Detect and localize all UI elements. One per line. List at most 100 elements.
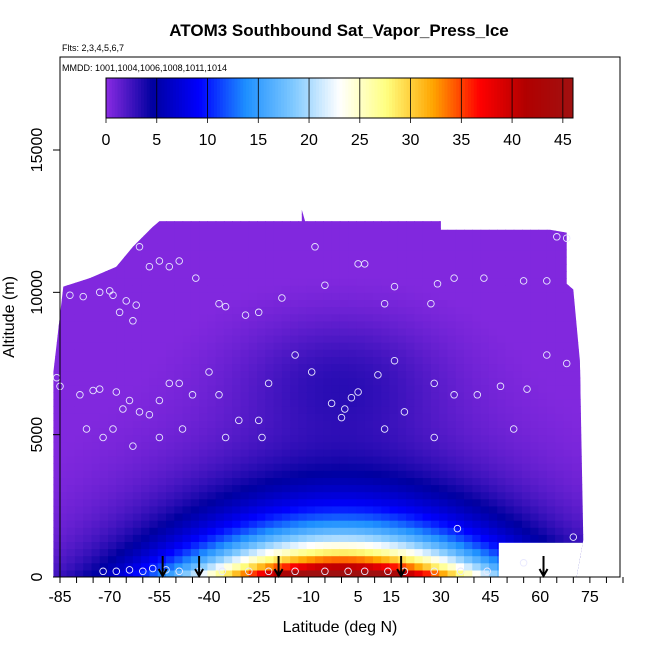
heatmap-cell (298, 370, 308, 379)
heatmap-cell (422, 249, 432, 258)
heatmap-cell (579, 392, 584, 400)
heatmap-cell (240, 470, 250, 478)
heatmap-cell (579, 278, 584, 286)
heatmap-cell (240, 448, 250, 457)
heatmap-cell (397, 278, 407, 286)
heatmap-cell (207, 399, 217, 407)
heatmap-cell (455, 498, 465, 507)
heatmap-cell (132, 256, 142, 265)
heatmap-cell (99, 228, 109, 236)
heatmap-cell (190, 235, 200, 244)
heatmap-cell (464, 513, 473, 521)
heatmap-cell (480, 441, 490, 450)
heatmap-cell (141, 434, 150, 443)
heatmap-cell (306, 562, 316, 571)
heatmap-cell (223, 370, 233, 379)
colorbar-segment (359, 78, 364, 118)
heatmap-cell (555, 406, 564, 414)
heatmap-cell (265, 221, 275, 229)
heatmap-cell (199, 292, 208, 300)
heatmap-cell (53, 327, 59, 336)
heatmap-cell (273, 327, 283, 336)
heatmap-cell (223, 555, 233, 564)
heatmap-cell (149, 356, 159, 365)
heatmap-cell (248, 392, 258, 400)
heatmap-cell (315, 470, 324, 478)
colorbar-segment (377, 78, 381, 118)
heatmap-cell (215, 527, 225, 535)
heatmap-cell (298, 285, 308, 293)
heatmap-cell (232, 271, 242, 279)
colorbar: 0 5 10 15 20 25 30 35 40 45 (102, 77, 574, 149)
heatmap-cell (563, 320, 573, 329)
sample-point (218, 567, 227, 576)
heatmap-cell (430, 320, 440, 329)
heatmap-cell (83, 399, 93, 407)
colorbar-segment (357, 78, 361, 118)
heatmap-cell (174, 356, 184, 365)
heatmap-cell (356, 555, 366, 564)
heatmap-cell (108, 541, 117, 550)
heatmap-cell (513, 513, 523, 521)
heatmap-cell (430, 214, 440, 222)
heatmap-cell (464, 363, 473, 372)
heatmap-cell (116, 456, 126, 464)
heatmap-cell (331, 463, 341, 471)
heatmap-cell (91, 278, 101, 286)
heatmap-cell (53, 498, 59, 507)
heatmap-cell (430, 349, 440, 357)
heatmap-cell (381, 498, 391, 507)
heatmap-cell (422, 349, 432, 357)
heatmap-cell (166, 278, 175, 286)
heatmap-cell (240, 384, 250, 393)
heatmap-cell (223, 256, 233, 265)
heatmap-cell (166, 256, 175, 265)
heatmap-cell (91, 249, 101, 258)
heatmap-cell (240, 534, 250, 542)
heatmap-cell (381, 413, 391, 421)
heatmap-cell (290, 392, 300, 400)
heatmap-cell (83, 491, 93, 500)
heatmap-cell (522, 463, 531, 471)
heatmap-cell (488, 363, 498, 372)
heatmap-cell (207, 242, 217, 251)
heatmap-cell (571, 209, 581, 215)
heatmap-cell (182, 463, 192, 471)
heatmap-cell (174, 392, 184, 400)
heatmap-cell (389, 292, 399, 300)
heatmap-cell (74, 413, 84, 421)
heatmap-cell (149, 235, 159, 244)
heatmap-cell (406, 285, 415, 293)
heatmap-cell (174, 413, 184, 421)
heatmap-cell (290, 448, 300, 457)
heatmap-cell (364, 263, 374, 272)
heatmap-cell (66, 271, 76, 279)
heatmap-cell (91, 477, 101, 486)
heatmap-cell (381, 477, 391, 486)
heatmap-cell (190, 263, 200, 272)
sample-point (245, 567, 253, 576)
heatmap-cell (422, 434, 432, 443)
heatmap-cell (331, 285, 341, 293)
heatmap-cell (298, 420, 308, 429)
heatmap-cell (298, 513, 308, 521)
heatmap-cell (290, 534, 300, 542)
heatmap-cell (174, 320, 184, 329)
heatmap-cell (149, 420, 159, 429)
heatmap-cell (66, 356, 76, 365)
colorbar-segment (178, 78, 183, 118)
flights-note: Flts: 2,3,4,5,6,7 (62, 43, 124, 53)
heatmap-cell (513, 313, 523, 322)
heatmap-cell (397, 342, 407, 350)
heatmap-cell (257, 209, 266, 215)
heatmap-cell (53, 399, 59, 407)
heatmap-cell (149, 349, 159, 357)
heatmap-cell (464, 392, 473, 400)
heatmap-cell (124, 278, 134, 286)
heatmap-cell (99, 491, 109, 500)
heatmap-cell (66, 456, 76, 464)
heatmap-cell (124, 534, 134, 542)
colorbar-segment (435, 78, 440, 118)
heatmap-cell (190, 505, 200, 514)
heatmap-cell (389, 427, 399, 436)
